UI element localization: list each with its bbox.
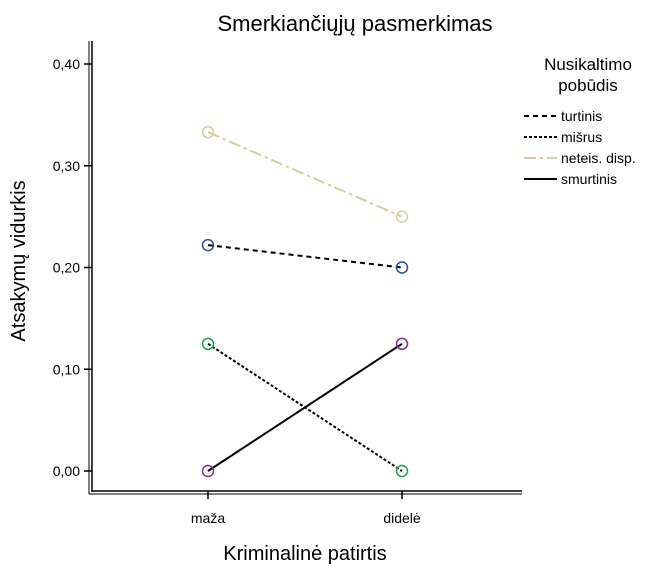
data-point-marker — [395, 261, 409, 274]
series-line — [207, 244, 403, 269]
series-line — [207, 342, 403, 472]
x-tick-label: didelė — [383, 510, 421, 526]
legend-title-line1: Nusikaltimo — [544, 55, 632, 74]
legend-items: turtinis mišrus neteis. disp. smurtinis — [524, 108, 636, 187]
y-tick-label: 0,30 — [53, 158, 80, 174]
y-tick-label: 0,10 — [53, 361, 80, 377]
legend-title-line2: pobūdis — [558, 76, 618, 95]
data-point-marker — [395, 464, 409, 478]
data-point-marker — [201, 337, 215, 351]
legend-label: neteis. disp. — [561, 150, 636, 166]
y-axis-label: Atsakymų vidurkis — [8, 180, 30, 341]
legend-label: turtinis — [561, 108, 602, 124]
legend-label: mišrus — [561, 129, 602, 145]
legend-label: smurtinis — [561, 171, 617, 187]
data-point-marker — [395, 210, 409, 223]
data-point-marker — [395, 337, 409, 351]
y-tick-label: 0,40 — [53, 56, 80, 72]
chart-title: Smerkiančiųjų pasmerkimas — [217, 11, 492, 36]
legend: Nusikaltimo pobūdis turtinis mišrus neteis… — [524, 55, 636, 187]
data-point-marker — [201, 238, 215, 252]
series-line — [207, 131, 403, 218]
axes — [88, 41, 522, 495]
x-tick-label: maža — [191, 510, 225, 526]
y-tick-label: 0,20 — [53, 260, 80, 276]
x-ticks: maža didelė — [191, 491, 421, 526]
data-point-marker — [201, 464, 215, 478]
y-ticks: 0,00 0,10 0,20 0,30 0,40 — [53, 56, 92, 479]
y-tick-label: 0,00 — [53, 463, 80, 479]
x-axis-label: Kriminalinė patirtis — [223, 543, 386, 565]
series-layer — [201, 125, 409, 478]
data-point-marker — [201, 125, 215, 139]
